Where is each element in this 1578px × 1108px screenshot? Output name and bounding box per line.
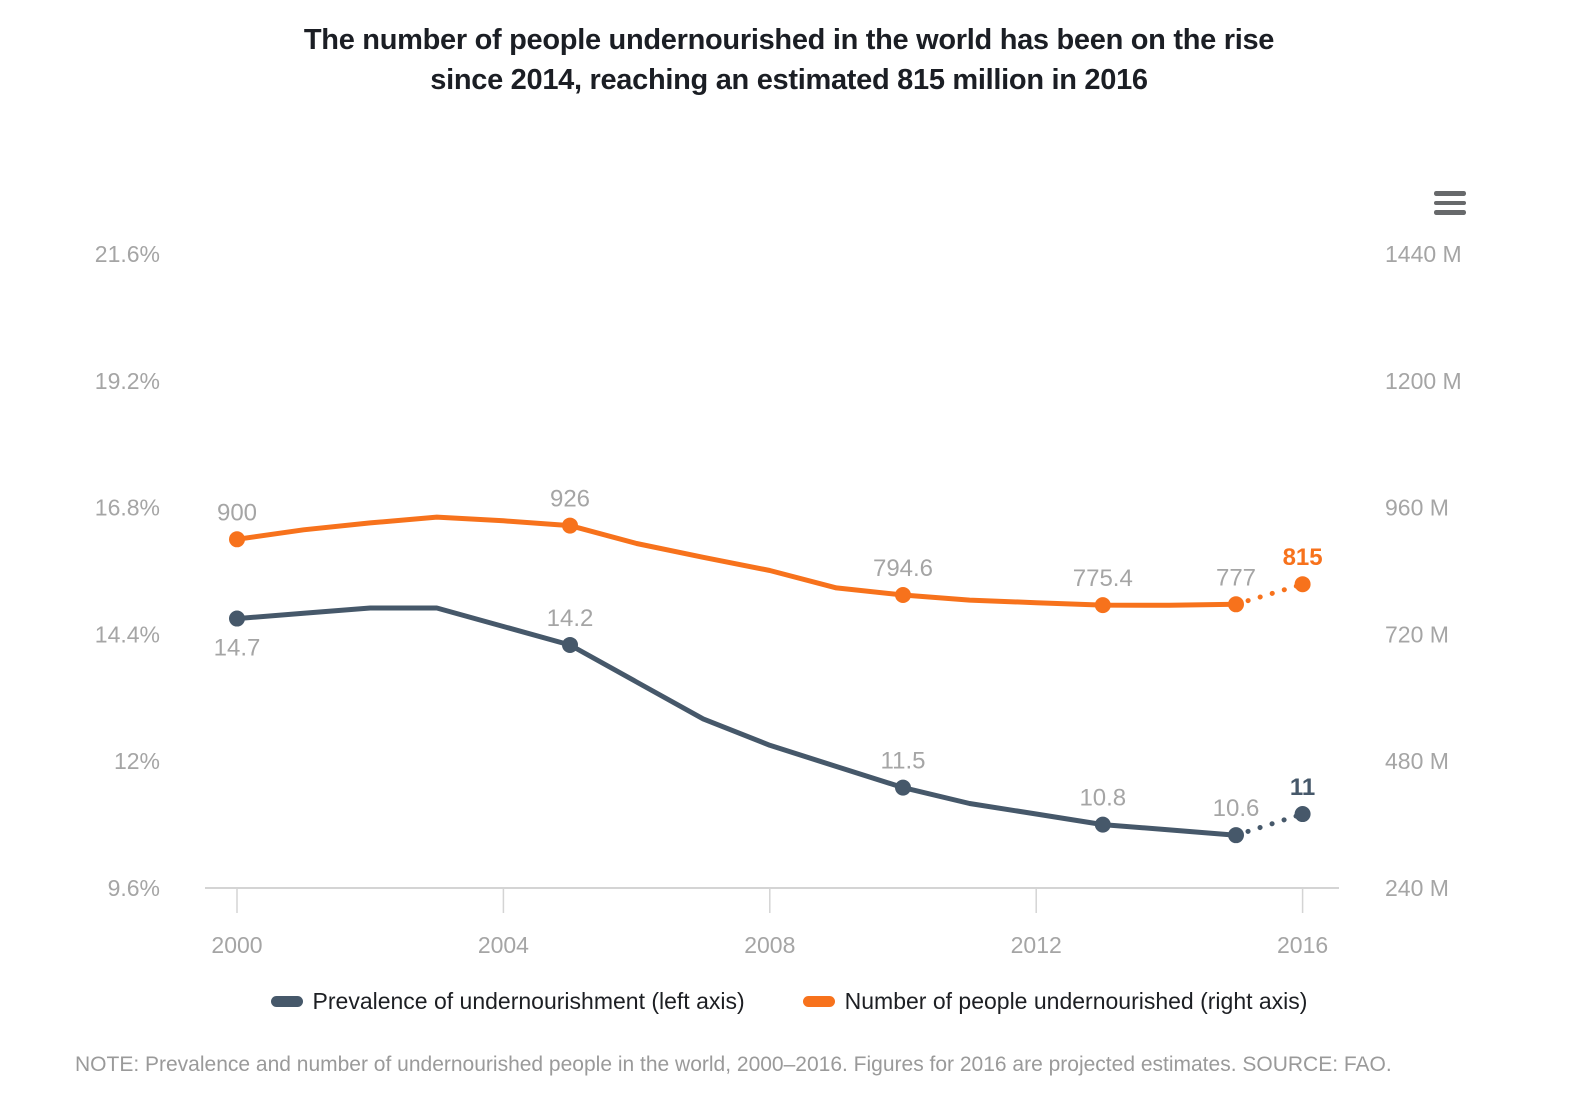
right-axis-tick-label: 240 M [1385, 875, 1449, 901]
x-axis-tick-label: 2012 [1011, 932, 1062, 958]
legend-item-number[interactable]: Number of people undernourished (right a… [802, 988, 1308, 1015]
x-axis-tick-label: 2016 [1277, 932, 1328, 958]
data-point-label: 775.4 [1073, 565, 1133, 592]
data-point-marker[interactable] [1294, 576, 1311, 593]
legend-marker-prevalence [270, 996, 303, 1007]
series-line-projected [1233, 581, 1306, 607]
chart-title: The number of people undernourished in t… [0, 20, 1578, 100]
right-axis-tick-label: 960 M [1385, 495, 1449, 521]
data-point-marker[interactable] [1294, 806, 1311, 823]
data-point-marker[interactable] [1094, 816, 1111, 833]
series-line [234, 514, 1239, 608]
left-axis-tick-label: 19.2% [95, 368, 160, 394]
chart-title-line1: The number of people undernourished in t… [303, 24, 1275, 56]
left-axis-tick-label: 12% [114, 748, 160, 774]
data-point-marker[interactable] [229, 531, 245, 548]
x-axis-tick-label: 2004 [478, 932, 529, 958]
series-line [234, 605, 1239, 838]
data-point-label: 900 [217, 499, 257, 526]
data-point-marker[interactable] [229, 610, 245, 627]
hamburger-bar [1434, 191, 1466, 196]
chart-note: NOTE: Prevalence and number of undernour… [75, 1053, 1392, 1076]
right-axis-tick-label: 1440 M [1385, 241, 1462, 267]
data-point-marker[interactable] [562, 517, 578, 534]
data-point-label: 14.7 [214, 635, 261, 662]
left-axis-tick-label: 16.8% [95, 495, 160, 521]
data-point-label: 11 [1290, 774, 1315, 801]
left-axis-tick-label: 14.4% [95, 621, 160, 647]
left-axis-tick-label: 21.6% [95, 241, 160, 267]
data-point-label: 777 [1216, 564, 1256, 591]
data-point-marker[interactable] [1228, 827, 1244, 844]
data-point-marker[interactable] [1094, 597, 1111, 614]
hamburger-bar [1434, 200, 1466, 206]
data-point-label: 10.6 [1213, 795, 1260, 822]
data-point-label: 926 [550, 486, 590, 513]
legend-marker-number [802, 996, 835, 1007]
right-axis-tick-label: 1200 M [1385, 368, 1462, 394]
left-axis-tick-label: 9.6% [108, 875, 160, 901]
data-point-label: 10.8 [1079, 785, 1126, 812]
data-point-marker[interactable] [895, 586, 911, 603]
right-axis-tick-label: 480 M [1385, 748, 1449, 774]
series-line-projected [1233, 811, 1306, 838]
hamburger-bar [1434, 210, 1466, 215]
data-point-marker[interactable] [1228, 596, 1244, 613]
data-point-label: 11.5 [881, 748, 926, 775]
legend-label-number: Number of people undernourished (right a… [844, 988, 1308, 1014]
right-axis-tick-label: 720 M [1385, 621, 1449, 647]
data-point-label: 14.2 [547, 605, 594, 632]
legend-label-prevalence: Prevalence of undernourishment (left axi… [312, 988, 745, 1014]
x-axis-tick-label: 2008 [744, 932, 795, 958]
legend-item-prevalence[interactable]: Prevalence of undernourishment (left axi… [270, 988, 745, 1015]
hamburger-menu-icon[interactable] [1434, 191, 1466, 215]
chart-legend: Prevalence of undernourishment (left axi… [0, 988, 1578, 1015]
chart-title-line2: since 2014, reaching an estimated 815 mi… [430, 64, 1148, 96]
x-axis-tick-label: 2000 [211, 932, 262, 958]
data-point-marker[interactable] [562, 636, 578, 653]
data-point-label: 794.6 [873, 555, 933, 582]
data-point-label: 815 [1283, 544, 1323, 571]
data-point-marker[interactable] [895, 779, 911, 796]
